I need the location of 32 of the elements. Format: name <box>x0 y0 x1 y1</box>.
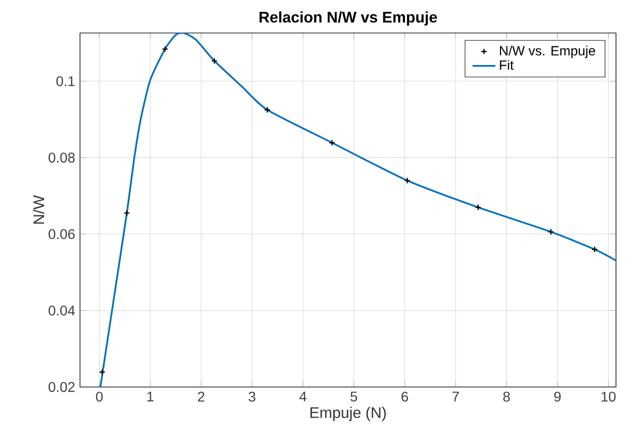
x-tick-label: 8 <box>503 392 510 402</box>
x-tick-label: 1 <box>147 392 154 402</box>
point <box>264 106 271 114</box>
y-tick-label: 0.08 <box>48 152 75 163</box>
point <box>548 228 554 236</box>
y-tick-label: 0.06 <box>48 229 75 240</box>
x-tick-label: 9 <box>554 392 561 402</box>
point <box>591 246 598 253</box>
legend-label: N/W vs. Empuje <box>500 46 596 58</box>
legend-label: Fit <box>500 60 514 70</box>
y-tick-label: 0.1 <box>56 76 75 86</box>
x-axis-title: Empuje (N) <box>310 406 386 422</box>
point <box>328 139 336 146</box>
x-tick-label: 5 <box>350 392 358 402</box>
y-tick-label: 0.02 <box>48 382 75 392</box>
x-tick-label: 2 <box>198 392 204 402</box>
x-tick-label: 7 <box>452 392 459 402</box>
point <box>404 177 411 184</box>
y-tick-label: 0.04 <box>48 306 75 316</box>
point <box>211 58 218 64</box>
x-tick-label: 0 <box>96 392 103 402</box>
x-tick-label: 10 <box>602 392 616 402</box>
y-axis-title: N/W <box>32 195 44 224</box>
x-tick-label: 3 <box>248 392 256 402</box>
point <box>124 210 130 216</box>
point <box>474 204 482 211</box>
x-tick-label: 4 <box>299 392 306 402</box>
line-series <box>99 33 616 387</box>
point <box>98 368 106 376</box>
point <box>162 46 168 52</box>
x-tick-label: 6 <box>402 392 408 402</box>
chart-title: Relacion N/W vs Empuje <box>260 11 437 26</box>
